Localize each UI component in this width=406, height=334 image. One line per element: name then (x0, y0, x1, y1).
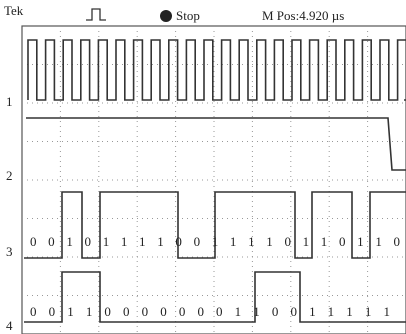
brand: Tek (4, 3, 24, 18)
scope-screen: Tek Stop M Pos:4.920 µs 1 2 3 4 0 0 1 0 … (0, 0, 406, 334)
channel-marker: 2 (6, 168, 13, 183)
channel-marker: 1 (6, 94, 13, 109)
bit-labels: 0 0 1 0 1 1 1 1 0 0 1 1 1 1 0 1 1 0 1 1 … (30, 234, 400, 249)
horizontal-position: M Pos:4.920 µs (262, 8, 344, 23)
graticule-frame (22, 26, 406, 334)
channel-marker: 4 (6, 318, 13, 333)
run-status: Stop (176, 8, 200, 23)
channel-marker: 3 (6, 244, 13, 259)
stop-indicator (160, 10, 172, 22)
